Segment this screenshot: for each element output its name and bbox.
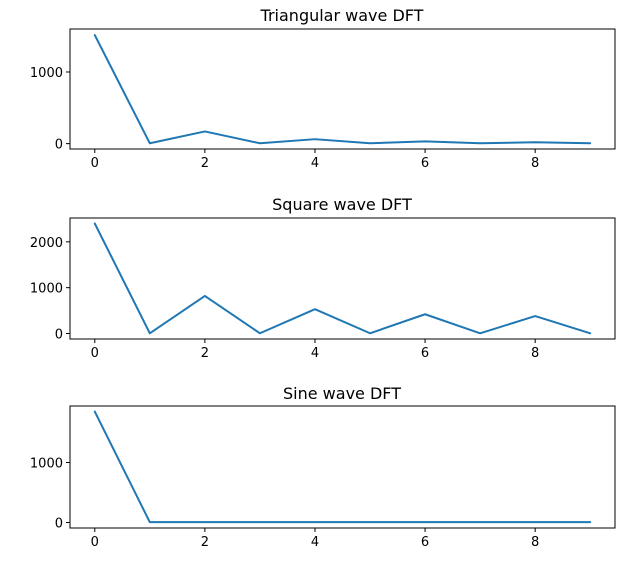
plot-frame	[69, 217, 616, 340]
x-tick-label: 4	[311, 535, 319, 550]
x-tick-label: 0	[91, 535, 99, 550]
y-tick-label: 2000	[30, 236, 63, 251]
x-tick-label: 8	[531, 346, 539, 361]
plot-frame	[69, 28, 616, 150]
x-tick-label: 6	[421, 156, 429, 171]
y-tick-label: 0	[55, 138, 63, 153]
x-tick-label: 6	[421, 346, 429, 361]
series-line	[93, 222, 592, 335]
x-tick-label: 8	[531, 535, 539, 550]
x-tick-label: 4	[311, 346, 319, 361]
y-tick-label: 0	[55, 328, 63, 343]
chart-title: Triangular wave DFT	[260, 6, 424, 25]
x-tick-label: 2	[201, 346, 209, 361]
y-tick-label: 1000	[30, 66, 63, 81]
x-tick-label: 2	[201, 535, 209, 550]
x-tick-label: 2	[201, 156, 209, 171]
plot-frame	[69, 405, 616, 529]
subplot-triangular: Triangular wave DFT 0 2 4 6 8 0 1000	[30, 6, 616, 171]
subplot-square: Square wave DFT 0 2 4 6 8 0 1000 2000	[30, 195, 616, 361]
x-tick-label: 4	[311, 156, 319, 171]
chart-title: Square wave DFT	[272, 195, 412, 214]
series-line	[93, 34, 592, 145]
y-tick-label: 1000	[30, 282, 63, 297]
subplot-sine: Sine wave DFT 0 2 4 6 8 0 1000	[30, 384, 616, 550]
chart-title: Sine wave DFT	[283, 384, 401, 403]
x-tick-label: 0	[91, 156, 99, 171]
x-tick-label: 8	[531, 156, 539, 171]
y-tick-label: 1000	[30, 457, 63, 472]
x-tick-label: 0	[91, 346, 99, 361]
series-line	[93, 410, 592, 524]
x-tick-label: 6	[421, 535, 429, 550]
y-tick-label: 0	[55, 516, 63, 531]
